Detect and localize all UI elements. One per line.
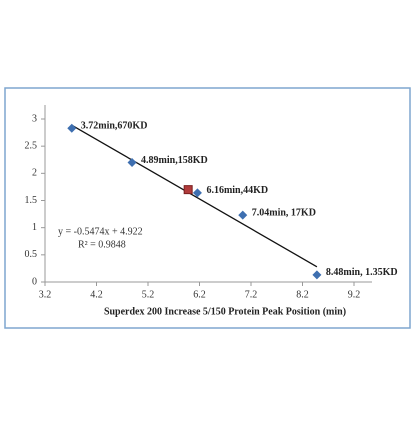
- x-tick-label: 7.2: [245, 289, 258, 300]
- trendline: [71, 124, 318, 268]
- equation: y = -0.5474x + 4.922: [58, 226, 143, 237]
- point: [183, 185, 193, 195]
- point: [238, 210, 248, 220]
- x-tick-label: 4.2: [90, 289, 103, 300]
- x-tick-label: 3.2: [39, 289, 52, 300]
- y-tick-label: 2.5: [25, 140, 38, 151]
- point-label: 6.16min,44KD: [206, 185, 268, 196]
- x-tick-label: 9.2: [348, 289, 361, 300]
- point: [312, 270, 322, 280]
- point-label: 3.72min,670KD: [81, 121, 148, 132]
- x-tick-label: 5.2: [142, 289, 155, 300]
- x-axis-title: Superdex 200 Increase 5/150 Protein Peak…: [104, 306, 346, 317]
- x-tick-label: 6.2: [193, 289, 206, 300]
- y-tick-label: 2: [32, 168, 37, 179]
- y-tick-label: 1.5: [25, 195, 38, 206]
- y-tick-label: 3: [32, 113, 37, 124]
- point: [67, 123, 77, 133]
- x-tick-label: 8.2: [296, 289, 309, 300]
- point: [127, 157, 137, 167]
- point-label: 7.04min, 17KD: [252, 207, 316, 218]
- r-squared: R² = 0.9848: [78, 239, 126, 250]
- point-label: 4.89min,158KD: [141, 155, 208, 166]
- point: [192, 188, 202, 198]
- point-label: 8.48min, 1.35KD: [326, 267, 398, 278]
- y-tick-label: 1: [32, 222, 37, 233]
- y-tick-label: 0: [32, 276, 37, 287]
- y-tick-label: 0.5: [25, 249, 38, 260]
